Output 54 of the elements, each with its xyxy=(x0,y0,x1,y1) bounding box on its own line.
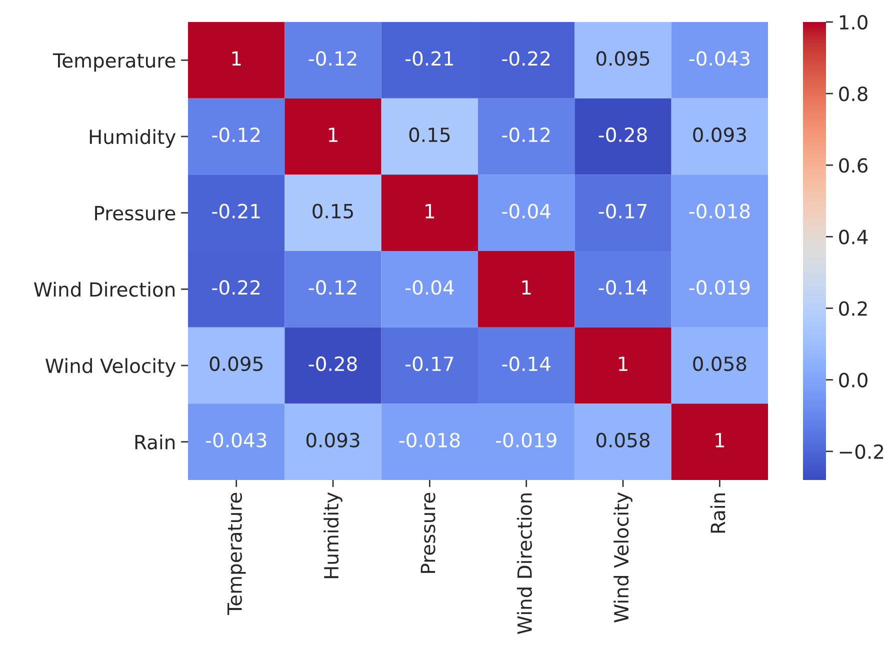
data-label: -0.17 xyxy=(405,356,454,372)
x-tick-label: Wind Velocity xyxy=(614,492,632,622)
color-bar-label: 0.0 xyxy=(839,372,868,388)
data-label: -0.019 xyxy=(689,280,750,295)
data-label: -0.12 xyxy=(308,51,356,66)
data-label: 1 xyxy=(716,433,724,448)
data-label: 0.058 xyxy=(596,432,650,448)
data-label: 0.095 xyxy=(596,51,650,66)
data-label: -0.018 xyxy=(399,432,460,448)
data-label: 1 xyxy=(232,51,241,66)
data-label: -0.04 xyxy=(405,280,454,295)
data-label: -0.12 xyxy=(308,280,356,295)
y-tick-label: Wind Velocity xyxy=(46,358,176,377)
data-label: 1 xyxy=(522,280,531,295)
data-label: -0.14 xyxy=(502,356,550,372)
color-bar-label: −0.2 xyxy=(840,444,884,460)
data-label: -0.17 xyxy=(598,204,646,218)
y-tick-label: Temperature xyxy=(52,53,176,72)
data-label: -0.019 xyxy=(496,432,556,448)
x-tick-label: Wind Direction xyxy=(516,493,532,634)
data-label: -0.21 xyxy=(405,51,454,66)
color-bar-label: 0.6 xyxy=(839,158,868,173)
data-label: 0.093 xyxy=(693,127,746,142)
color-bar-label: 1.0 xyxy=(840,14,868,30)
y-tick-label: Humidity xyxy=(90,129,176,148)
data-label: -0.12 xyxy=(212,127,260,142)
data-label: -0.22 xyxy=(212,280,260,295)
x-tick-label: Humidity xyxy=(324,492,342,578)
y-tick-label: Rain xyxy=(135,434,175,450)
color-bar-label: 0.4 xyxy=(839,230,868,244)
data-label: 1 xyxy=(328,128,338,142)
data-label: 0.15 xyxy=(312,204,353,218)
y-tick-label: Wind Direction xyxy=(34,282,175,297)
data-label: 0.095 xyxy=(210,356,262,372)
data-label: -0.04 xyxy=(502,204,550,218)
data-label: -0.22 xyxy=(502,51,550,66)
data-label: 1 xyxy=(426,204,434,218)
data-label: -0.12 xyxy=(502,127,550,142)
data-label: 1 xyxy=(618,356,628,371)
data-label: 0.058 xyxy=(693,356,746,372)
color-bar-label: 0.2 xyxy=(839,301,867,316)
data-label: -0.14 xyxy=(598,280,648,295)
x-tick-label: Pressure xyxy=(420,492,436,573)
data-label: -0.043 xyxy=(689,51,750,66)
y-tick-label: Pressure xyxy=(95,206,176,220)
x-tick-label: Rain xyxy=(710,493,726,533)
data-label: 0.093 xyxy=(306,432,360,448)
color-bar-label: 0.8 xyxy=(839,86,868,102)
data-label: -0.28 xyxy=(308,356,357,372)
data-label: -0.21 xyxy=(212,204,260,218)
data-label: 0.15 xyxy=(409,127,450,142)
data-label: -0.018 xyxy=(689,204,750,218)
data-label: -0.28 xyxy=(598,127,647,142)
data-label: -0.043 xyxy=(206,432,266,448)
